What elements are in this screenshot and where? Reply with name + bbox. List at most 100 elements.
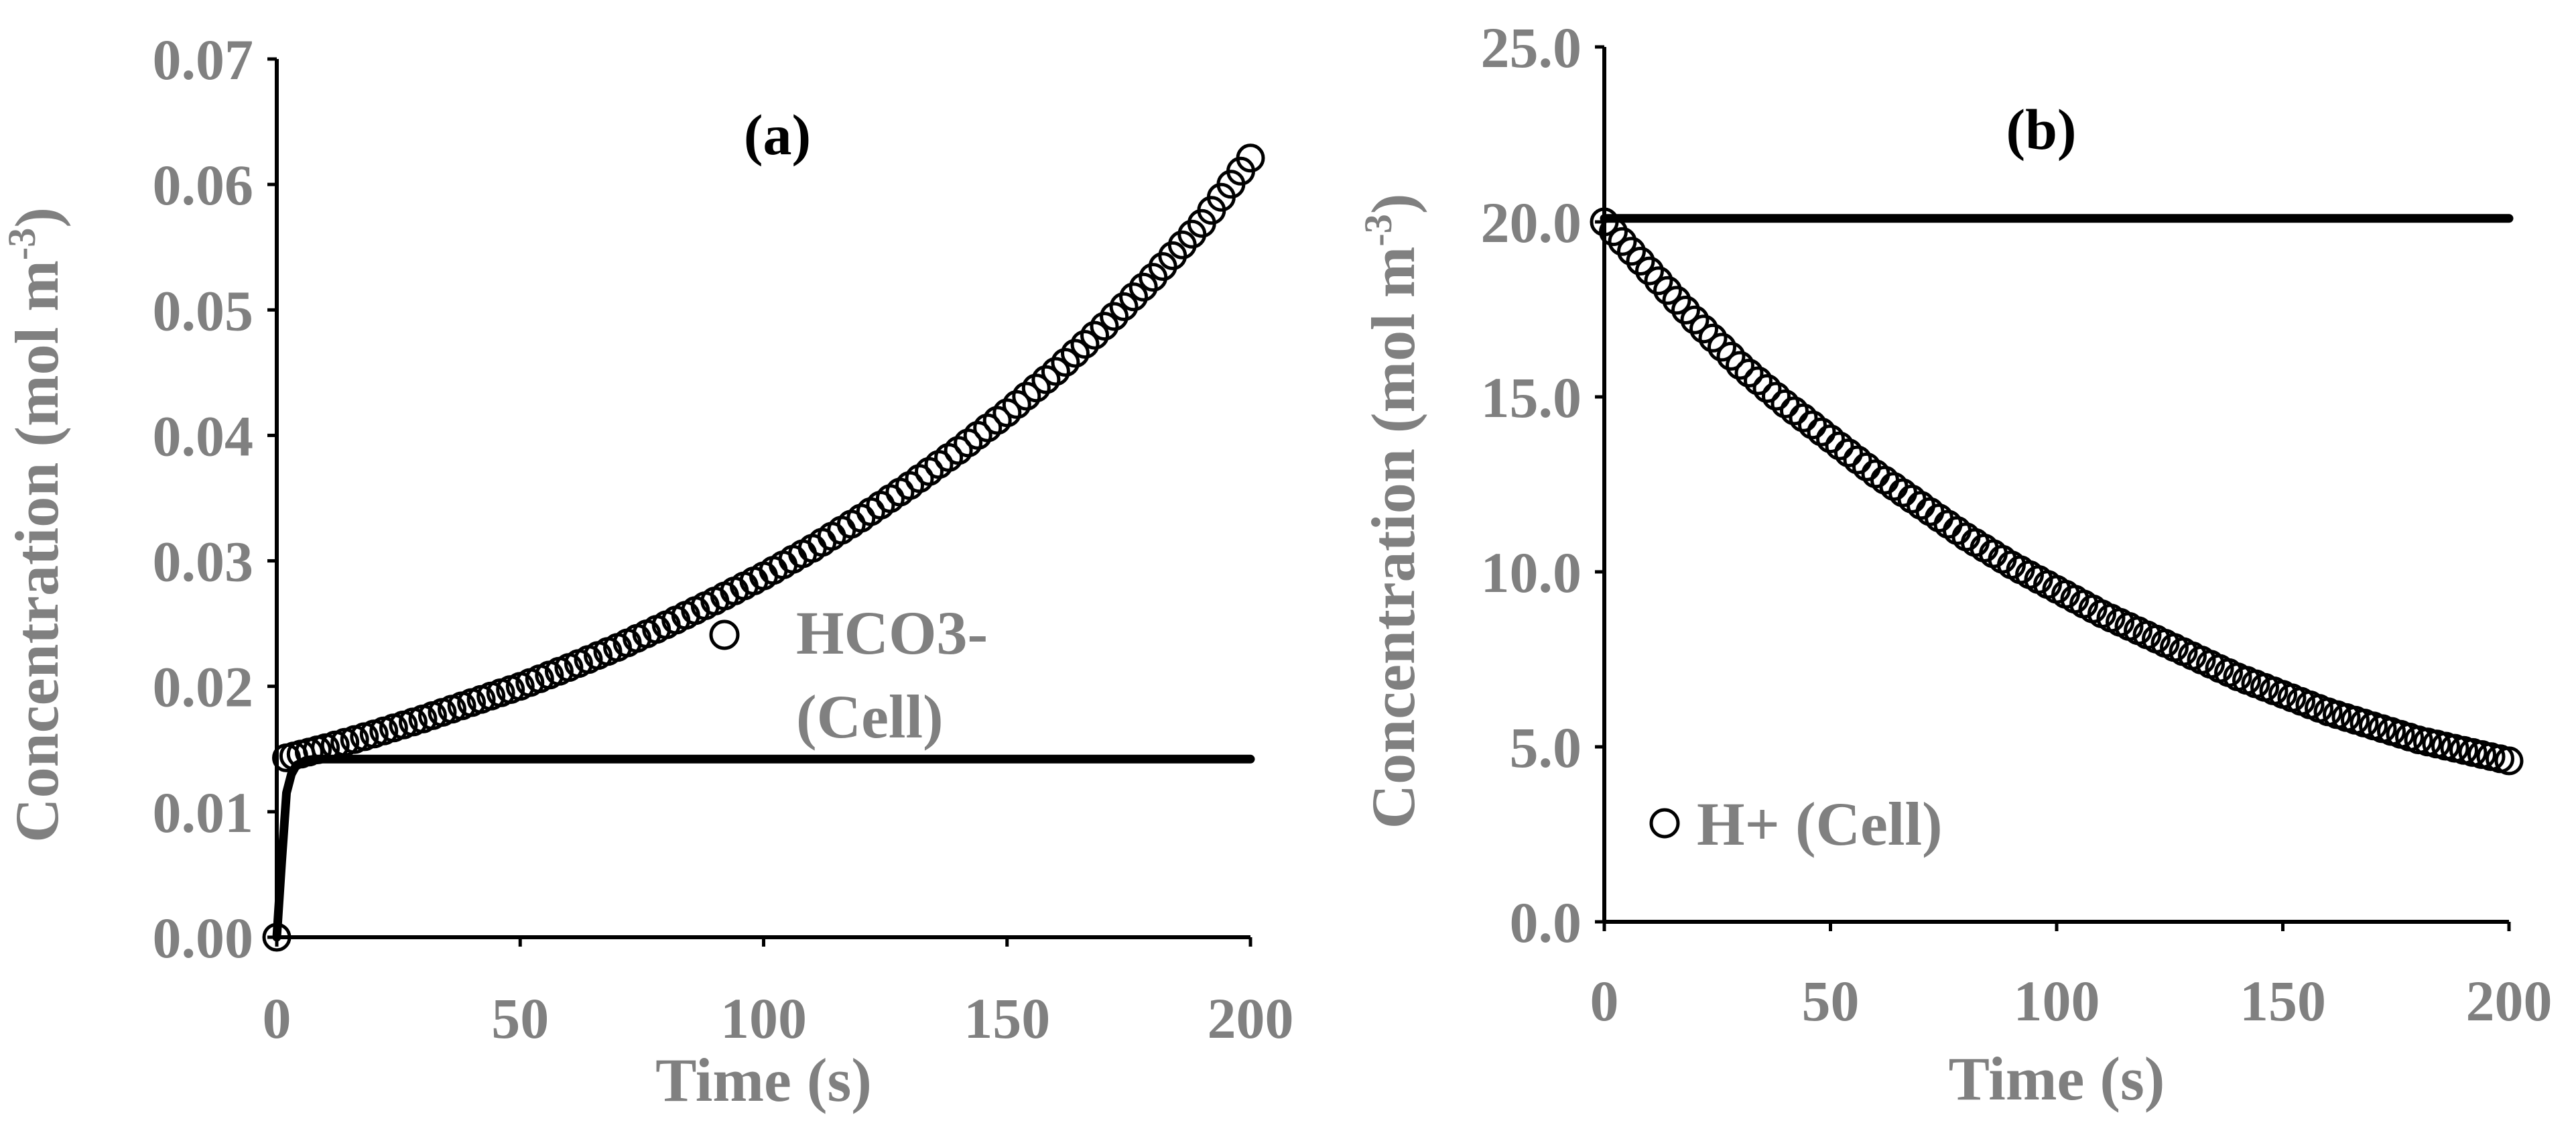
data-point-b: [1608, 227, 1637, 256]
data-point-b: [1770, 389, 1800, 418]
data-point-a: [1148, 252, 1177, 281]
data-point-a: [963, 420, 992, 450]
data-point-b: [2494, 746, 2524, 776]
x-tick-label: 0: [263, 986, 292, 1051]
data-point-b: [1933, 510, 1963, 539]
data-point-a: [1119, 282, 1149, 312]
data-point-a: [1080, 320, 1109, 350]
legend-label: HCO3-: [796, 599, 988, 667]
data-point-b: [1798, 410, 1827, 440]
data-point-b: [1888, 478, 1917, 507]
x-tick-label: 50: [1802, 969, 1860, 1033]
data-point-a: [973, 413, 1003, 442]
x-tick-label: 200: [2466, 969, 2553, 1033]
data-point-b: [1879, 472, 1909, 501]
legend-a: HCO3- (Cell): [709, 599, 988, 751]
data-point-a: [954, 428, 983, 458]
data-point-b: [1979, 539, 2008, 569]
data-point-b: [1943, 516, 1972, 545]
data-point-b: [1816, 424, 1845, 454]
y-tick-label: 5.0: [1510, 715, 1582, 780]
data-point-b: [1970, 534, 1999, 562]
data-point-b: [1671, 296, 1700, 324]
data-point-b: [1626, 247, 1655, 276]
legend-b: H+ (Cell): [1649, 790, 1943, 858]
data-point-a: [1012, 381, 1041, 411]
data-point-b: [1653, 276, 1682, 305]
data-point-a: [1051, 348, 1080, 377]
data-point-b: [1825, 431, 1854, 461]
data-point-a: [1021, 373, 1051, 403]
data-point-b: [1680, 305, 1710, 335]
y-tick-label: 0.07: [153, 27, 254, 92]
data-point-a: [992, 398, 1022, 428]
data-point-b: [1635, 256, 1664, 286]
data-point-b: [1780, 396, 1809, 426]
data-point-b: [1716, 341, 1746, 371]
data-point-a: [1031, 365, 1061, 394]
y-tick-label: 25.0: [1481, 15, 1582, 80]
data-point-b: [1907, 491, 1935, 520]
data-point-b: [1698, 323, 1728, 353]
data-point-b: [1915, 497, 1945, 526]
legend-label: (Cell): [796, 682, 944, 751]
data-point-a: [1070, 330, 1100, 359]
y-tick-label: 0.06: [153, 153, 254, 217]
x-tick-label: 150: [964, 986, 1050, 1051]
data-point-b: [1744, 366, 1773, 396]
data-point-b: [1870, 465, 1899, 495]
data-point-b: [1925, 503, 1953, 533]
data-point-a: [1158, 241, 1187, 270]
y-tick-label: 0.01: [153, 780, 254, 845]
y-tick-label: 0.02: [153, 655, 254, 719]
data-point-a: [982, 406, 1012, 435]
y-tick-label: 10.0: [1481, 540, 1582, 605]
series-line-a: [272, 754, 1255, 942]
data-point-a: [1167, 230, 1197, 259]
x-tick-label: 150: [2240, 969, 2326, 1033]
panel-label: (a): [744, 103, 811, 167]
x-axis-title: Time (s): [655, 1046, 872, 1114]
chart-panel-b: 0 50 100 150 200 0.0 5.0 10.0 15.0 20.0 25.0 Time (…: [1356, 15, 2553, 1113]
x-tick-label: 200: [1208, 986, 1294, 1051]
data-point-a: [1129, 272, 1158, 302]
legend-marker: [1649, 808, 1680, 839]
legend-label: H+ (Cell): [1697, 790, 1943, 858]
x-tick-label: 0: [1590, 969, 1619, 1033]
y-tick-label: 20.0: [1481, 190, 1582, 255]
data-point-a: [1041, 357, 1070, 386]
data-point-a: [1109, 292, 1139, 321]
panel-label: (b): [2006, 97, 2076, 162]
x-tick-label: 100: [2014, 969, 2100, 1033]
y-tick-label: 0.05: [153, 278, 254, 343]
data-point-a: [1002, 390, 1031, 419]
x-tick-label: 50: [491, 986, 549, 1051]
data-point-b: [1644, 266, 1673, 296]
x-tick-label: 100: [720, 986, 807, 1051]
data-point-b: [1807, 417, 1836, 446]
data-point-b: [1951, 522, 1981, 552]
y-tick-label: 0.00: [153, 906, 254, 970]
y-axis-title: Concentration (mol m-3): [0, 207, 71, 843]
data-point-b: [1662, 286, 1691, 315]
y-tick-label: 0.03: [153, 530, 254, 594]
chart-panel-a: 0 50 100 150 200 0.00 0.01 0.02 0.03 0.04 0.05 0.06…: [0, 27, 1294, 1114]
data-point-b: [1897, 484, 1927, 514]
data-point-b: [1734, 359, 1764, 387]
data-point-b: [1762, 381, 1791, 411]
y-tick-label: 0.0: [1510, 890, 1582, 955]
data-point-b: [1708, 333, 1736, 362]
data-point-a: [1061, 339, 1090, 368]
data-point-b: [1726, 351, 1754, 380]
data-point-b: [1689, 314, 1718, 344]
legend-marker: [709, 619, 740, 650]
data-point-b: [1843, 445, 1872, 475]
data-point-b: [1961, 528, 1990, 557]
data-point-b: [1752, 374, 1782, 403]
x-axis-title: Time (s): [1949, 1044, 2165, 1113]
data-point-b: [1834, 438, 1863, 467]
data-point-a: [1100, 302, 1129, 331]
data-point-b: [1617, 237, 1646, 266]
data-point-a: [1090, 312, 1119, 341]
